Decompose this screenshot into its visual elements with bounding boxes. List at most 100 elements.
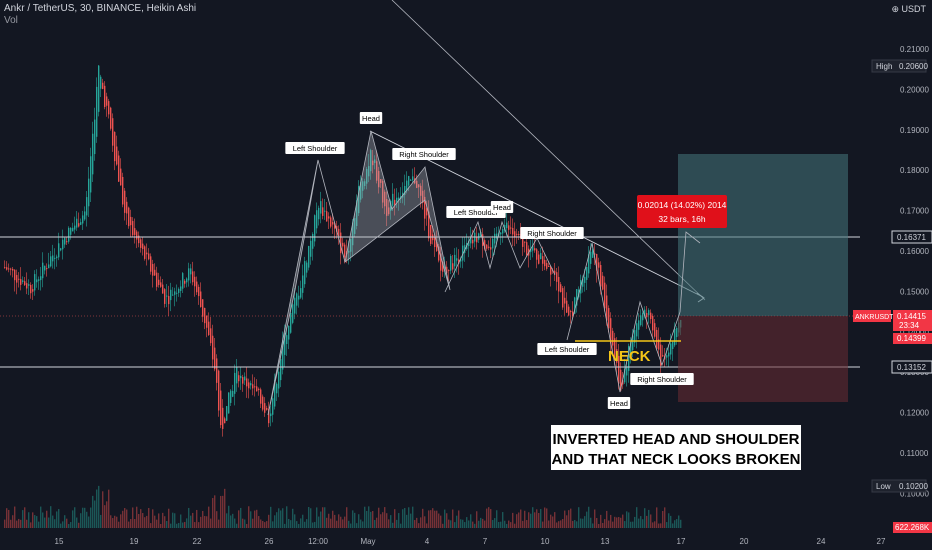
candle-body xyxy=(368,166,370,177)
volume-bar xyxy=(360,519,362,528)
candle-body xyxy=(226,406,228,421)
candle-body xyxy=(108,101,110,115)
volume-bar xyxy=(588,506,590,528)
neck-value: 0.14399 xyxy=(897,334,926,343)
volume-bar xyxy=(22,510,24,528)
candle-body xyxy=(410,179,412,181)
hs-pattern-2[interactable] xyxy=(444,220,556,293)
candle-body xyxy=(232,390,234,397)
measure-box[interactable]: 0.02014 (14.02%) 2014 32 bars, 16h xyxy=(637,195,727,228)
currency-scale[interactable]: ⊕ USDT xyxy=(891,4,926,15)
candle-body xyxy=(82,215,84,224)
candle-body xyxy=(612,330,614,346)
volume-bar xyxy=(96,489,98,528)
volume-bar xyxy=(118,521,120,528)
candle-body xyxy=(424,196,426,219)
volume-bar xyxy=(516,514,518,528)
candle-body xyxy=(110,107,112,129)
volume-bar xyxy=(262,520,264,528)
volume-bar xyxy=(608,520,610,528)
volume-bar xyxy=(196,509,198,528)
hs-pattern-3[interactable] xyxy=(566,242,681,393)
candle-body xyxy=(440,253,442,271)
pattern-label-bg xyxy=(520,227,584,239)
volume-bar xyxy=(644,508,646,528)
hs-pattern-1[interactable] xyxy=(267,130,451,416)
candle-body xyxy=(390,200,392,211)
volume-bar xyxy=(202,510,204,528)
volume-bar xyxy=(256,509,258,528)
volume-bar xyxy=(32,512,34,528)
candle-body xyxy=(122,176,124,205)
pattern-label-bg xyxy=(359,112,383,124)
candle-body xyxy=(4,267,6,269)
volume-bar xyxy=(344,516,346,528)
volume-bar xyxy=(570,508,572,528)
trend-line-long[interactable] xyxy=(391,0,706,301)
volume-bar xyxy=(282,508,284,528)
volume-bar xyxy=(556,522,558,528)
candle-body xyxy=(384,191,386,207)
volume-bar xyxy=(674,520,676,528)
low-label: Low xyxy=(876,482,891,491)
candle-body xyxy=(50,256,52,267)
candle-body xyxy=(56,256,58,259)
volume-bar xyxy=(670,515,672,528)
volume-bar xyxy=(352,510,354,528)
volume-bar xyxy=(48,517,50,528)
candle-body xyxy=(206,315,208,328)
volume-bar xyxy=(54,519,56,528)
countdown-value: 23:34 xyxy=(899,321,920,330)
candle-body xyxy=(538,254,540,264)
candle-body xyxy=(260,389,262,404)
volume-bar xyxy=(100,514,102,528)
volume-bar xyxy=(74,507,76,528)
candle-body xyxy=(238,375,240,382)
candle-body xyxy=(362,181,364,191)
volume-bar xyxy=(472,521,474,528)
candle-body xyxy=(120,168,122,186)
volume-bar xyxy=(452,509,454,528)
volume-bar xyxy=(104,505,106,528)
volume-bar xyxy=(64,515,66,528)
candle-body xyxy=(64,237,66,245)
candle-body xyxy=(68,227,70,242)
volume-bar xyxy=(494,518,496,528)
price-axis[interactable]: 0.21000 0.20000 0.19000 0.18000 0.17000 0.160… xyxy=(900,45,929,498)
volume-bar xyxy=(272,521,274,528)
candle-body xyxy=(204,307,206,324)
candle-body xyxy=(96,86,98,137)
volume-bar xyxy=(430,510,432,528)
volume-bar xyxy=(436,510,438,528)
volume-bar xyxy=(106,501,108,528)
high-label: High xyxy=(876,62,892,71)
volume-bar xyxy=(146,515,148,528)
candle-body xyxy=(370,150,372,172)
candle-body xyxy=(184,280,186,284)
volume-bar xyxy=(122,510,124,528)
candle-body xyxy=(270,413,272,417)
candle-body xyxy=(350,238,352,252)
candle-body xyxy=(602,275,604,290)
candle-body xyxy=(156,272,158,287)
symbol-line: Ankr / TetherUS, 30, BINANCE, Heikin Ash… xyxy=(4,3,197,14)
volume-marker: 622.268K xyxy=(893,522,932,533)
price-tick: 0.14000 xyxy=(900,328,929,337)
volume-bar xyxy=(528,512,530,528)
candle-body xyxy=(140,239,142,248)
candle-body xyxy=(448,270,450,272)
volume-bar xyxy=(20,519,22,528)
stop-zone[interactable] xyxy=(678,316,848,402)
volume-bar xyxy=(440,515,442,528)
candle-body xyxy=(224,418,226,424)
candle-body xyxy=(642,312,644,321)
target-zone[interactable] xyxy=(678,154,848,316)
candle-body xyxy=(532,245,534,251)
scale-label: USDT xyxy=(901,4,927,14)
volume-bar xyxy=(422,508,424,528)
pattern-label: Head xyxy=(493,203,511,212)
candle-body xyxy=(228,392,230,414)
time-axis[interactable]: 15 19 22 26 12:00 May 4 7 10 13 17 20 24 27 xyxy=(55,537,886,546)
candle-body xyxy=(554,270,556,274)
